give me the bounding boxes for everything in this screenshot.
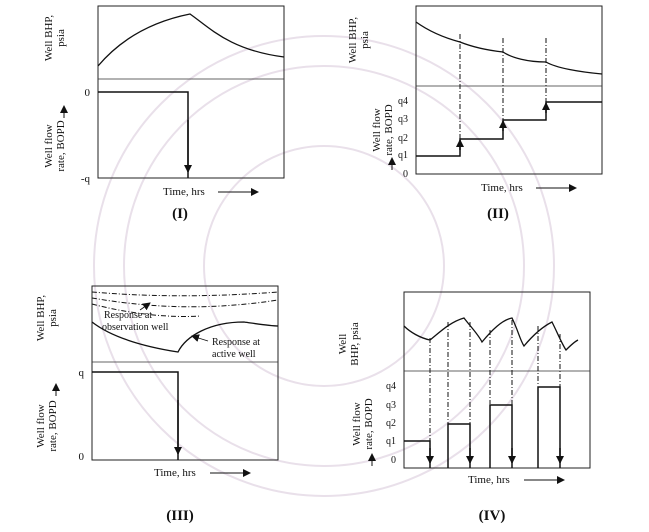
panel-3-observation-curve-1 bbox=[91, 291, 279, 297]
panel-2-tick-zero: 0 bbox=[403, 169, 408, 180]
panel-4-bhp-label-line2: BHP, psia bbox=[349, 322, 361, 366]
panel-4-pulse-2 bbox=[447, 423, 471, 468]
panel-1-time-label: Time, hrs bbox=[163, 186, 205, 198]
panel-1-bhp-label-line1: Well BHP, bbox=[43, 15, 55, 61]
panel-3-rate-label-line1: Well flow bbox=[35, 404, 47, 447]
panel-4-tick-q3: q3 bbox=[386, 400, 396, 411]
panel-1-caption: (I) bbox=[172, 206, 188, 222]
panel-2-tick-q4: q4 bbox=[398, 96, 408, 107]
panel-4-time-label: Time, hrs bbox=[468, 474, 510, 486]
panel-2-rate-label-line1: Well flow bbox=[371, 108, 383, 151]
panel-4-tick-q1: q1 bbox=[386, 436, 396, 447]
panel-2-tick-q3: q3 bbox=[398, 114, 408, 125]
panel-4-tick-q2: q2 bbox=[386, 418, 396, 429]
panel-3-act-annotation-line1: Response at bbox=[212, 337, 260, 348]
panel-1-bhp-label-line2: psia bbox=[55, 29, 67, 47]
panel-4-tick-zero: 0 bbox=[391, 455, 396, 466]
panel-4-pulse-4 bbox=[537, 386, 561, 468]
panel-3-observation-curve-2 bbox=[91, 297, 279, 308]
panel-3-plot-frame bbox=[91, 285, 279, 461]
panel-1-rate-label-line1: Well flow bbox=[43, 124, 55, 167]
panel-4-tick-q4: q4 bbox=[386, 381, 396, 392]
panel-3-act-annotation-arrow bbox=[191, 334, 209, 342]
panel-1-flow-rate-line bbox=[98, 91, 189, 178]
panel-4-bhp-label-line1: Well bbox=[337, 334, 349, 355]
panel-3-tick-q: q bbox=[79, 367, 85, 379]
panel-4-pulse-3 bbox=[489, 404, 513, 468]
panel-3-tick-zero: 0 bbox=[79, 451, 85, 463]
panel-3-bhp-label-line1: Well BHP, bbox=[35, 295, 47, 341]
panel-2-tick-q1: q1 bbox=[398, 150, 408, 161]
panel-4-caption: (IV) bbox=[479, 508, 506, 524]
panel-3-rate-label-line2: rate, BOPD bbox=[47, 400, 59, 451]
panel-2-bhp-label-line1: Well BHP, bbox=[347, 17, 359, 63]
panel-2-plot-frame bbox=[415, 5, 603, 175]
panel-3-flow-rate-line bbox=[92, 371, 179, 460]
panel-4: q4 q3 q2 q1 0 Well BHP, psia Well flow r… bbox=[337, 291, 591, 524]
panel-4-rate-label-line2: rate, BOPD bbox=[363, 398, 375, 449]
panel-2-time-label: Time, hrs bbox=[481, 182, 523, 194]
panel-2-bhp-curve bbox=[415, 21, 603, 75]
panel-4-bhp-sawtooth-curve bbox=[403, 317, 579, 352]
panel-4-pulse-1 bbox=[404, 440, 431, 468]
panel-3: Response at observation well Response at… bbox=[35, 285, 279, 524]
watermark-seal bbox=[93, 35, 555, 497]
panel-3-observation-curve-3 bbox=[91, 303, 201, 317]
panel-1-tick-zero: 0 bbox=[85, 87, 91, 99]
panel-2-caption: (II) bbox=[487, 206, 509, 222]
panel-2-bhp-label-line2: psia bbox=[359, 31, 371, 49]
panel-3-caption: (III) bbox=[166, 508, 194, 524]
panel-3-obs-annotation-line1: Response at bbox=[104, 310, 152, 321]
panel-4-plot-frame bbox=[403, 291, 591, 469]
panel-3-time-label: Time, hrs bbox=[154, 467, 196, 479]
panel-4-rate-label-line1: Well flow bbox=[351, 402, 363, 445]
panel-2: q4 q3 q2 q1 0 Well BHP, psia Well flow r… bbox=[347, 5, 603, 222]
panel-1: 0 -q Well BHP, psia Well flow rate, BOPD… bbox=[43, 5, 285, 222]
panel-2-rate-label-line2: rate, BOPD bbox=[383, 104, 395, 155]
panel-1-tick-negq: -q bbox=[81, 173, 91, 185]
panel-3-obs-annotation-line2: observation well bbox=[102, 322, 169, 333]
panel-3-obs-annotation-arrow bbox=[139, 302, 151, 311]
panel-2-tick-q2: q2 bbox=[398, 133, 408, 144]
panel-3-bhp-label-line2: psia bbox=[47, 309, 59, 327]
panel-1-rate-label-line2: rate, BOPD bbox=[55, 120, 67, 171]
panel-3-act-annotation-line2: active well bbox=[212, 349, 256, 360]
panel-1-bhp-curve bbox=[97, 13, 285, 67]
